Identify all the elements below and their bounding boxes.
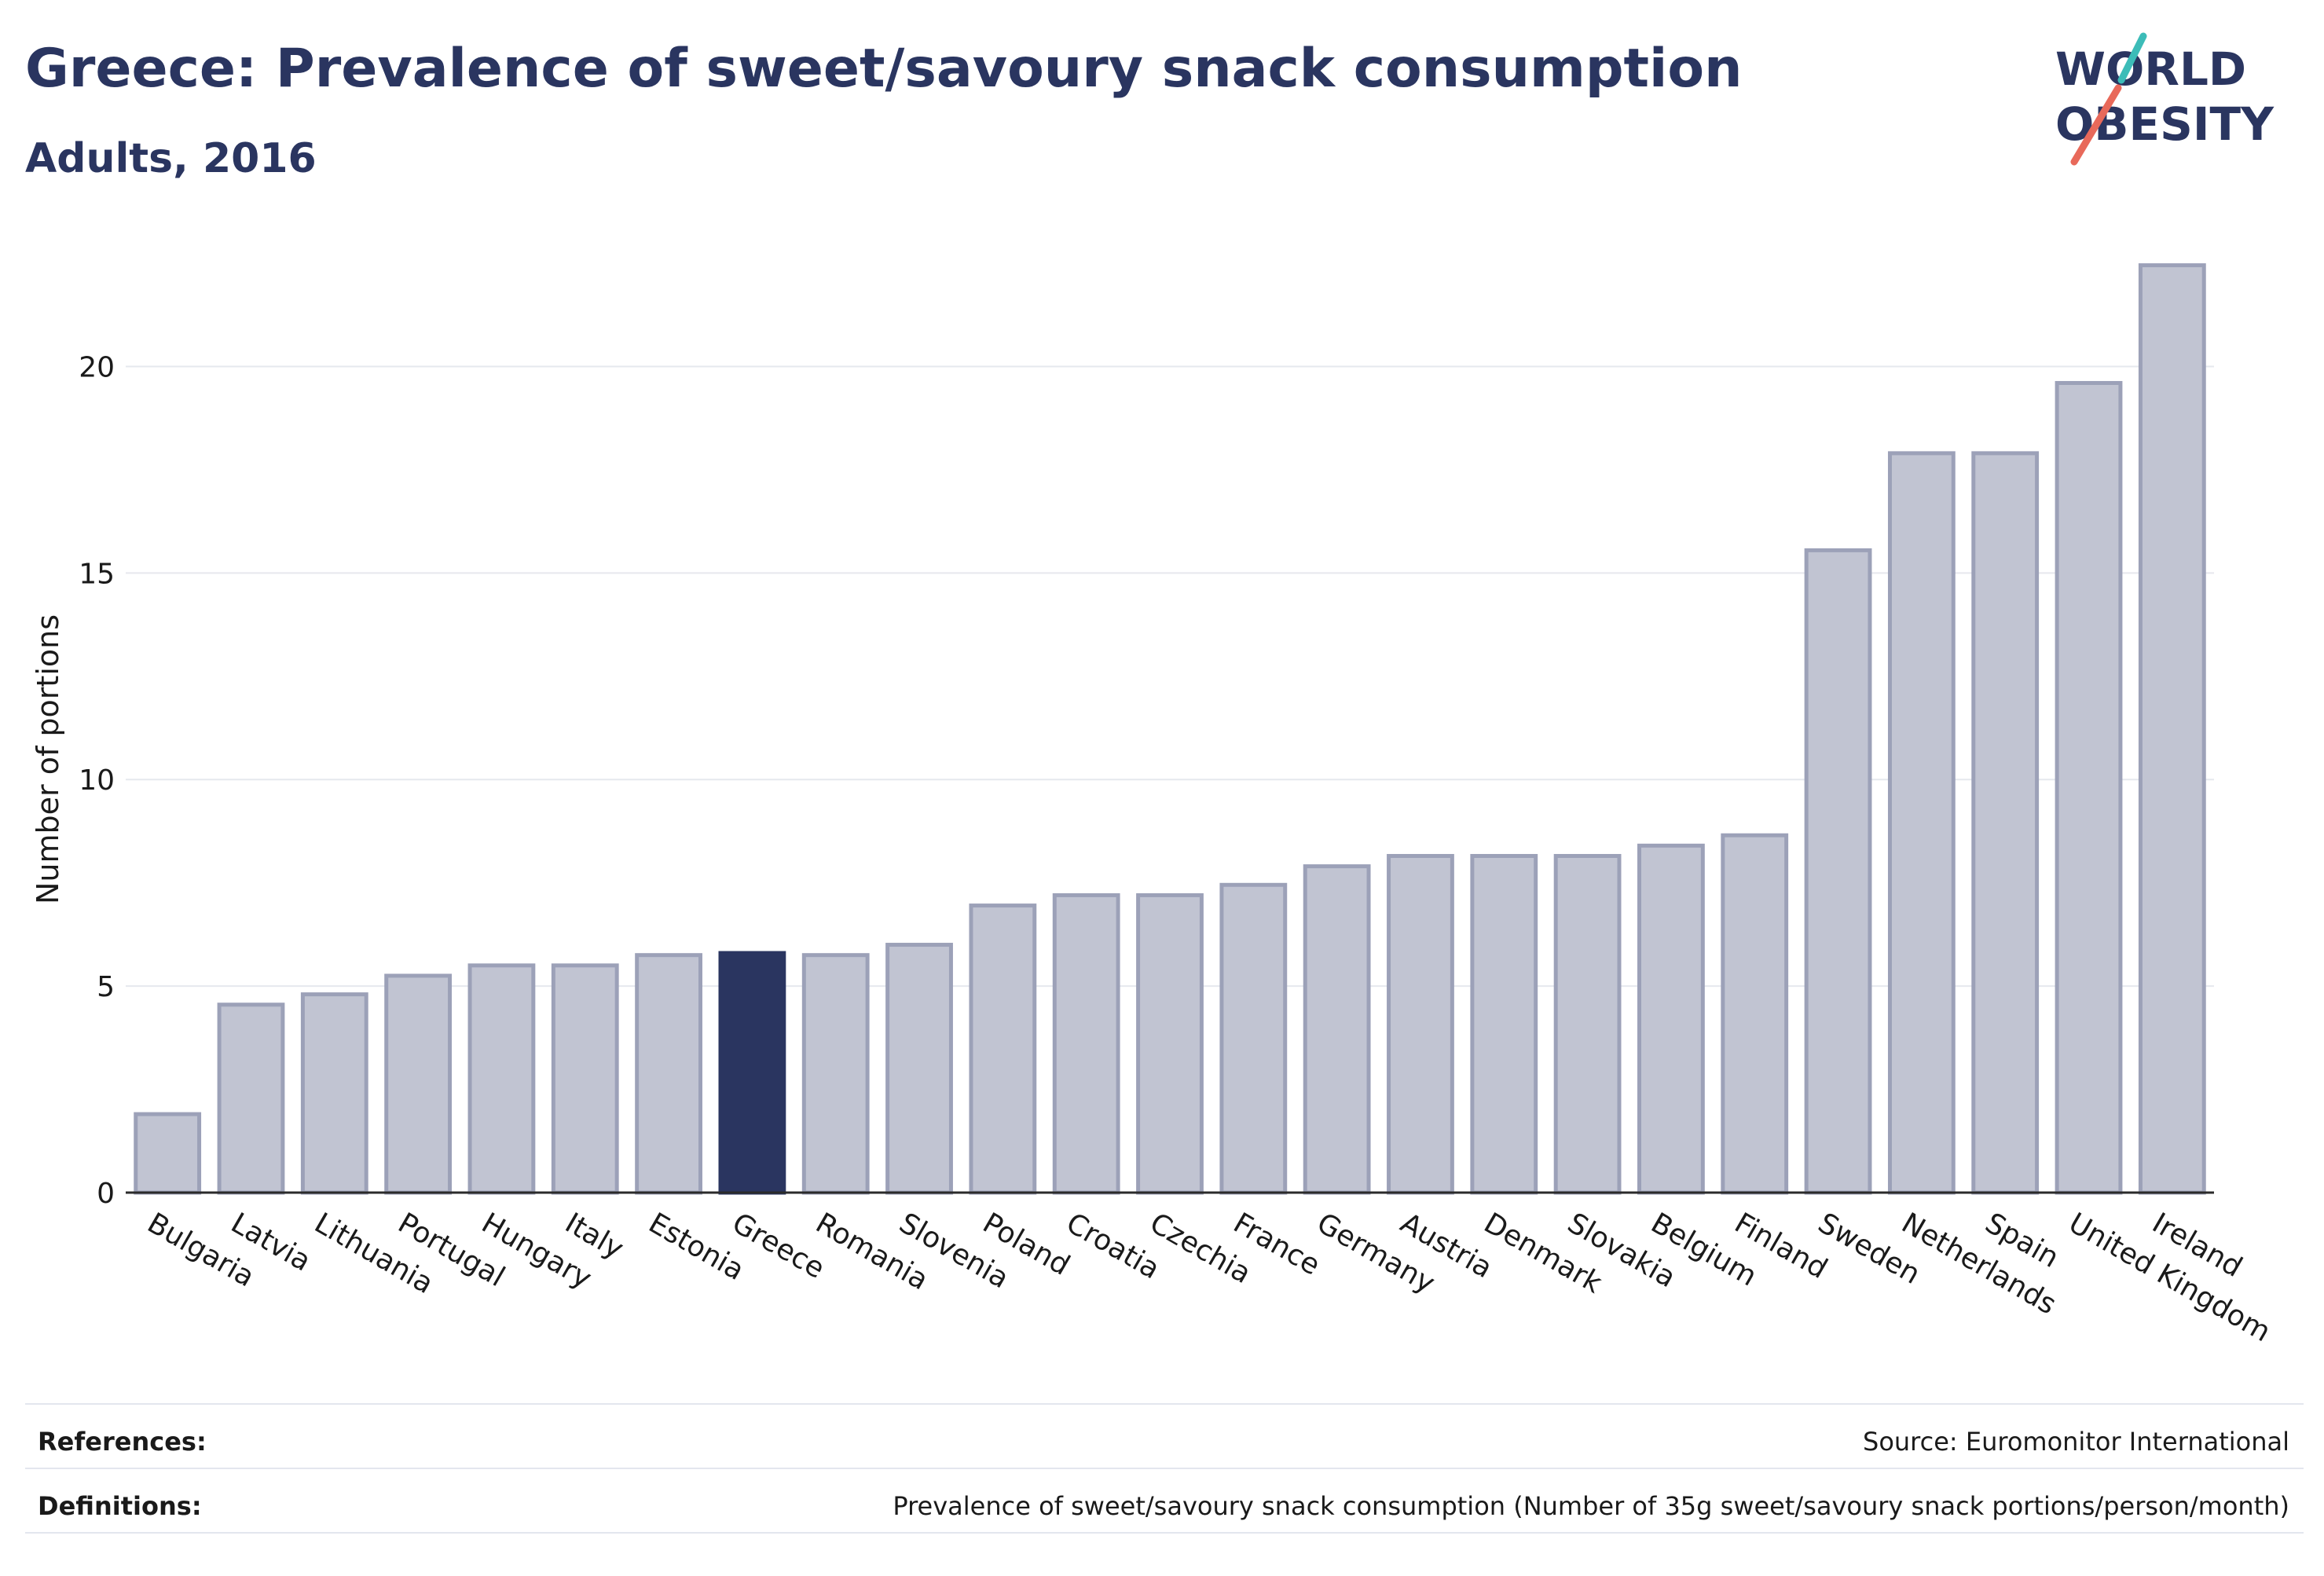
bar-hungary bbox=[467, 963, 536, 1195]
bar-ireland bbox=[2138, 263, 2206, 1195]
bar-united-kingdom bbox=[2055, 380, 2123, 1195]
footer-divider-middle bbox=[25, 1468, 2304, 1469]
bar-denmark bbox=[1470, 853, 1538, 1195]
y-tick-label: 10 bbox=[79, 764, 115, 797]
bar-czechia bbox=[1136, 892, 1204, 1195]
bar-chart: 0 5 10 15 20 BulgariaLatviaLithuaniaPortugal… bbox=[31, 263, 2276, 1348]
bar-sweden bbox=[1804, 548, 1872, 1195]
x-tick-label: Croatia bbox=[1061, 1207, 1165, 1285]
bar-latvia bbox=[217, 1002, 285, 1195]
y-tick-label: 0 bbox=[97, 1178, 115, 1210]
y-tick-label: 5 bbox=[97, 971, 115, 1003]
bar-spain bbox=[1971, 451, 2040, 1195]
bar-france bbox=[1219, 882, 1288, 1195]
logo-text-obesity: OBESITY bbox=[2055, 97, 2275, 151]
logo-text-world: WORLD bbox=[2055, 42, 2246, 96]
bar-greece bbox=[718, 951, 786, 1195]
x-axis-labels: BulgariaLatviaLithuaniaPortugalHungaryIt… bbox=[142, 1207, 2276, 1348]
bar-portugal bbox=[384, 973, 453, 1195]
chart-title: Greece: Prevalence of sweet/savoury snac… bbox=[25, 38, 1743, 100]
bar-austria bbox=[1387, 853, 1454, 1195]
world-obesity-logo: WORLD OBESITY bbox=[2055, 32, 2275, 166]
bar-lithuania bbox=[300, 992, 368, 1195]
bar-bulgaria bbox=[134, 1112, 202, 1195]
x-tick-label: Greece bbox=[727, 1207, 830, 1285]
bar-finland bbox=[1721, 833, 1789, 1195]
bar-slovakia bbox=[1553, 853, 1622, 1195]
definitions-label: Definitions: bbox=[38, 1491, 202, 1521]
logo-slash-teal bbox=[2117, 32, 2147, 84]
chart-subtitle: Adults, 2016 bbox=[25, 135, 317, 182]
bar-slovenia bbox=[885, 943, 953, 1195]
bar-belgium bbox=[1637, 843, 1705, 1195]
logo-slash-red bbox=[2070, 84, 2122, 166]
references-label: References: bbox=[38, 1427, 207, 1457]
bars bbox=[134, 263, 2206, 1195]
footer-divider-bottom bbox=[25, 1532, 2304, 1534]
definitions-value: Prevalence of sweet/savoury snack consum… bbox=[893, 1491, 2289, 1521]
bar-romania bbox=[801, 953, 870, 1195]
footer-divider-top bbox=[25, 1403, 2304, 1405]
y-axis-title: Number of portions bbox=[31, 614, 65, 904]
bar-estonia bbox=[635, 953, 702, 1195]
references-value: Source: Euromonitor International bbox=[1863, 1427, 2289, 1457]
bar-croatia bbox=[1052, 892, 1120, 1195]
bar-netherlands bbox=[1887, 451, 1956, 1195]
x-tick-label: Estonia bbox=[643, 1207, 750, 1287]
y-axis-ticks: 0 5 10 15 20 bbox=[79, 351, 115, 1210]
bar-germany bbox=[1303, 864, 1371, 1195]
y-tick-label: 20 bbox=[79, 351, 115, 383]
y-tick-label: 15 bbox=[79, 558, 115, 590]
bar-poland bbox=[969, 903, 1037, 1195]
bar-italy bbox=[551, 963, 619, 1195]
